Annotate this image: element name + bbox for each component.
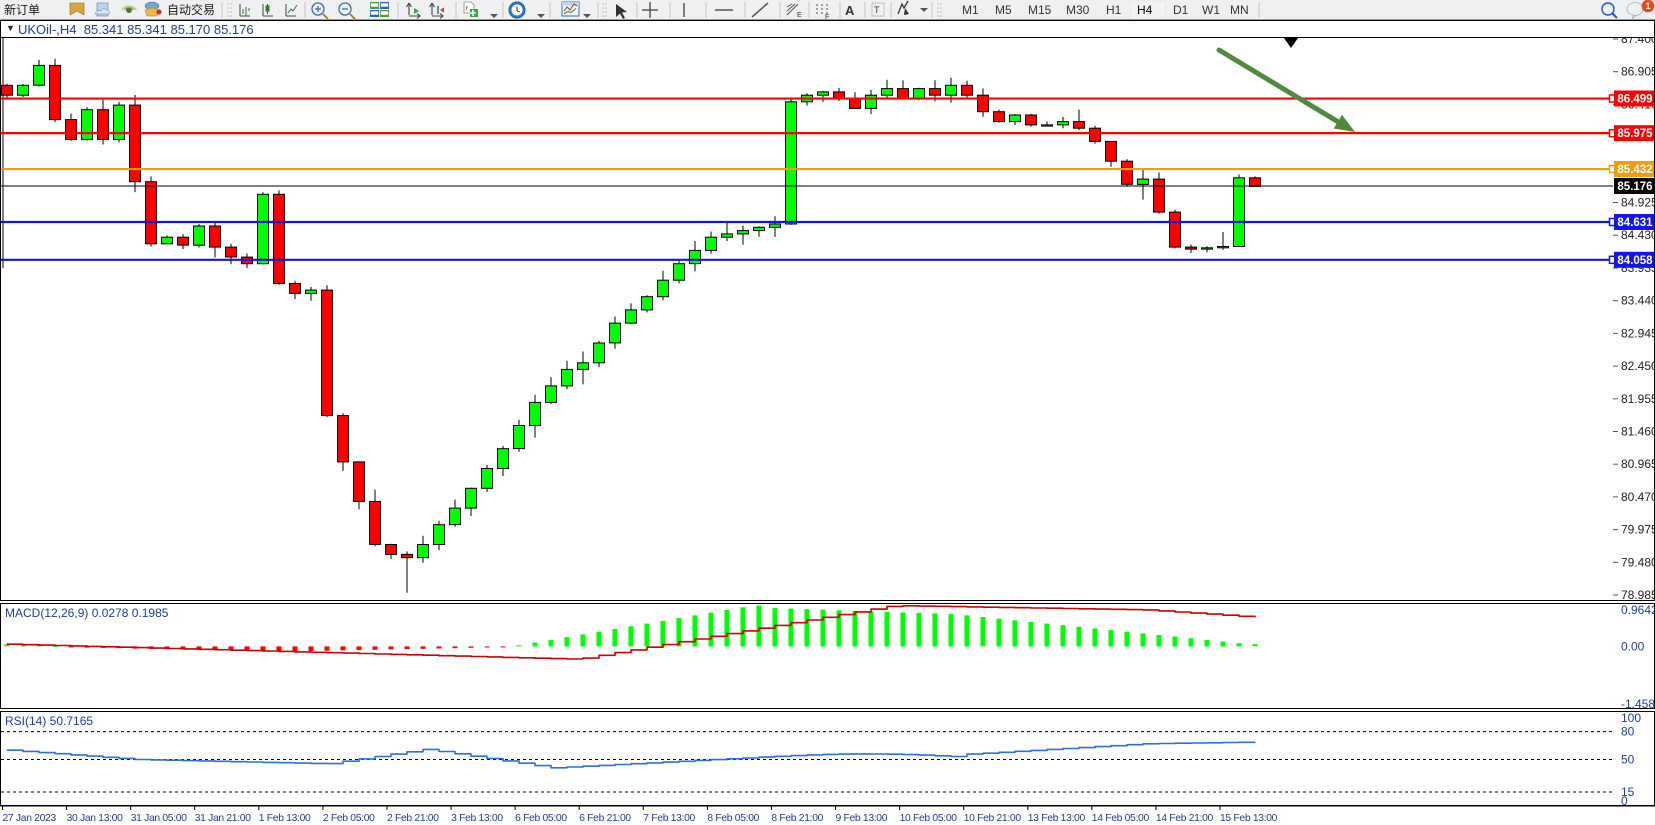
svg-text:79.480: 79.480: [1621, 555, 1655, 569]
svg-text:D1: D1: [1173, 3, 1189, 17]
svg-text:81.955: 81.955: [1621, 392, 1655, 406]
svg-text:85.975: 85.975: [1617, 128, 1653, 140]
svg-text:84.430: 84.430: [1621, 228, 1655, 242]
svg-text:13 Feb 13:00: 13 Feb 13:00: [1028, 813, 1086, 824]
svg-text:30 Jan 13:00: 30 Jan 13:00: [67, 813, 124, 824]
svg-text:80.470: 80.470: [1621, 490, 1655, 504]
svg-text:8 Feb 05:00: 8 Feb 05:00: [707, 813, 759, 824]
svg-text:6 Feb 05:00: 6 Feb 05:00: [515, 813, 567, 824]
svg-text:79.975: 79.975: [1621, 523, 1655, 537]
svg-text:M5: M5: [995, 3, 1012, 17]
svg-text:84.058: 84.058: [1617, 255, 1653, 267]
svg-text:100: 100: [1621, 712, 1641, 725]
svg-text:83.440: 83.440: [1621, 294, 1655, 308]
svg-text:27 Jan 2023: 27 Jan 2023: [3, 813, 57, 824]
svg-text:3 Feb 13:00: 3 Feb 13:00: [451, 813, 503, 824]
svg-text:78.985: 78.985: [1621, 588, 1655, 600]
svg-text:0: 0: [1621, 794, 1628, 806]
svg-text:86.499: 86.499: [1617, 94, 1652, 106]
svg-text:81.460: 81.460: [1621, 425, 1655, 439]
svg-text:15 Feb 13:00: 15 Feb 13:00: [1220, 813, 1278, 824]
svg-text:85.432: 85.432: [1617, 164, 1652, 176]
svg-text:新订单: 新订单: [4, 2, 40, 17]
svg-text:14 Feb 05:00: 14 Feb 05:00: [1092, 813, 1150, 824]
svg-text:80: 80: [1621, 725, 1635, 739]
svg-text:0.9642: 0.9642: [1621, 604, 1655, 617]
svg-text:M1: M1: [962, 3, 979, 17]
svg-text:50: 50: [1621, 753, 1635, 767]
svg-text:86.905: 86.905: [1621, 65, 1655, 79]
svg-text:H1: H1: [1106, 3, 1122, 17]
svg-text:MACD(12,26,9) 0.0278 0.1985: MACD(12,26,9) 0.0278 0.1985: [5, 606, 169, 620]
svg-text:1 Feb 13:00: 1 Feb 13:00: [259, 813, 311, 824]
svg-text:H4: H4: [1137, 3, 1153, 17]
svg-text:87.400: 87.400: [1621, 38, 1655, 46]
svg-text:82.945: 82.945: [1621, 326, 1655, 340]
svg-text:6 Feb 21:00: 6 Feb 21:00: [579, 813, 631, 824]
svg-text:2 Feb 21:00: 2 Feb 21:00: [387, 813, 439, 824]
svg-text:E: E: [797, 12, 802, 19]
svg-text:1: 1: [1645, 1, 1650, 11]
svg-text:T: T: [874, 5, 880, 15]
svg-text:84.925: 84.925: [1621, 196, 1655, 210]
svg-text:84.631: 84.631: [1617, 217, 1653, 229]
svg-text:31 Jan 21:00: 31 Jan 21:00: [195, 813, 252, 824]
svg-text:M15: M15: [1028, 3, 1052, 17]
svg-text:9 Feb 13:00: 9 Feb 13:00: [836, 813, 888, 824]
svg-text:14 Feb 21:00: 14 Feb 21:00: [1156, 813, 1214, 824]
svg-text:0.00: 0.00: [1621, 639, 1645, 653]
svg-text:85.176: 85.176: [1617, 181, 1652, 193]
svg-text:W1: W1: [1202, 3, 1220, 17]
svg-text:自动交易: 自动交易: [167, 2, 215, 17]
svg-text:31 Jan 05:00: 31 Jan 05:00: [131, 813, 188, 824]
svg-text:10 Feb 05:00: 10 Feb 05:00: [900, 813, 958, 824]
svg-text:7 Feb 13:00: 7 Feb 13:00: [643, 813, 695, 824]
svg-text:M30: M30: [1066, 3, 1090, 17]
svg-text:8 Feb 21:00: 8 Feb 21:00: [771, 813, 823, 824]
svg-text:RSI(14) 50.7165: RSI(14) 50.7165: [5, 714, 93, 728]
svg-text:10 Feb 21:00: 10 Feb 21:00: [964, 813, 1022, 824]
svg-text:MN: MN: [1230, 3, 1249, 17]
svg-text:2 Feb 05:00: 2 Feb 05:00: [323, 813, 375, 824]
svg-text:80.965: 80.965: [1621, 457, 1655, 471]
svg-text:A: A: [845, 3, 855, 18]
svg-text:82.450: 82.450: [1621, 359, 1655, 373]
